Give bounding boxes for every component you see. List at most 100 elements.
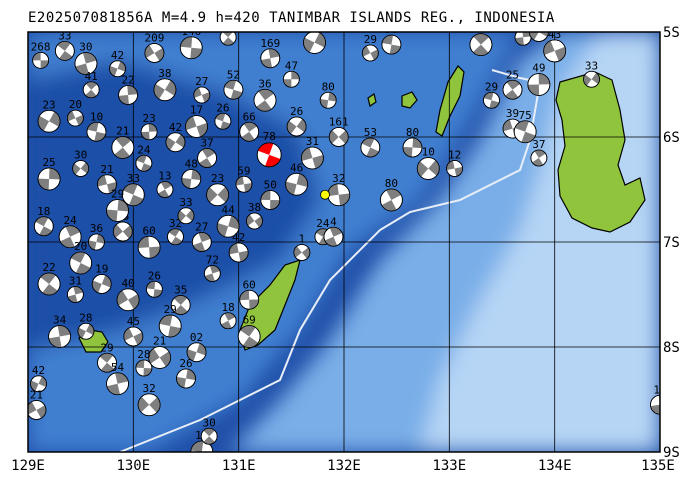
mechanism-beachball [137,393,161,417]
mechanism-beachball [239,121,260,142]
mechanism-beachball [91,274,112,294]
tick-lon-135e: 135E [641,458,675,474]
mechanism-beachball [219,312,237,330]
kai-island-small [401,91,418,109]
mechanism-beachball [106,199,129,222]
mechanism-beachball [469,33,493,56]
event-depth-label: 10 [422,146,435,159]
mechanism-beachball [193,86,211,104]
main-event-beachball [256,142,282,168]
event-depth-label: 25 [506,68,519,81]
mechanism-beachball [285,172,309,196]
tick-lon-132e: 132E [327,458,361,474]
event-depth-label: 31 [306,135,319,148]
event-depth-label: 17 [190,104,203,117]
event-depth-label: 69 [222,17,235,30]
event-depth-label: 12 [448,149,461,162]
event-depth-label: 23 [42,98,55,111]
event-depth-label: 25 [42,156,55,169]
event-depth-label: 26 [148,269,161,282]
event-depth-label: 26 [179,357,192,370]
mechanism-beachball [483,91,500,109]
event-depth-label: 24 [316,217,330,230]
tick-lat-7s: 7S [663,235,680,251]
mechanism-beachball [37,272,61,296]
main-event-depth-label: 78 [263,130,276,143]
event-depth-label: 24 [64,214,78,227]
mechanism-beachball [181,169,202,189]
event-depth-label: 53 [364,126,377,139]
mechanism-beachball [446,160,464,177]
mechanism-beachball [69,251,93,275]
event-depth-label: 33 [58,29,71,42]
mechanism-beachball [72,160,90,177]
mechanism-beachball [28,400,47,420]
mechanism-beachball [140,123,158,141]
event-depth-label: 69 [243,314,256,327]
event-depth-label: 18 [37,205,50,218]
mechanism-beachball [177,207,195,225]
event-depth-label: 80 [406,126,419,139]
event-depth-label: 24 [137,143,151,156]
mechanism-beachball [327,183,351,207]
event-depth-label: 22 [121,74,134,87]
mechanism-beachball [135,359,153,377]
tick-lon-131e: 131E [222,458,256,474]
mechanism-beachball [381,34,402,55]
tick-lat-5s: 5S [663,25,680,41]
event-depth-label: 72 [206,254,219,267]
event-depth-label: 39 [506,107,519,120]
event-depth-label: 32 [332,172,345,185]
event-depth-label: 15 [653,383,666,396]
mechanism-beachball [165,132,186,153]
event-depth-label: 75 [519,109,532,122]
tick-lon-134e: 134E [538,458,572,474]
mechanism-beachball [197,148,217,168]
mechanism-beachball [650,394,660,415]
mechanism-beachball [144,43,165,63]
event-depth-label: 54 [111,361,125,374]
event-depth-label: 52 [227,68,240,81]
mechanism-beachball [203,265,221,282]
mechanism-beachball [116,288,140,312]
event-depth-label: 22 [42,261,55,274]
mechanism-beachball [260,48,281,69]
mechanism-beachball [543,39,567,63]
mechanism-beachball [48,325,71,348]
mechanism-beachball [191,232,212,252]
mechanism-beachball [167,228,184,246]
event-depth-label: 45 [127,315,140,328]
event-depth-label: 23 [143,112,156,125]
event-depth-label: 21 [100,163,113,176]
mechanism-beachball [416,157,440,180]
mechanism-beachball [54,41,75,61]
mechanism-beachball [513,120,537,144]
mechanism-beachball [123,326,144,347]
mechanism-beachball [200,427,218,445]
event-depth-label: 02 [190,331,203,344]
event-depth-label: 66 [243,110,256,123]
mechanism-beachball [286,116,307,137]
mechanism-beachball [176,368,196,389]
mechanism-beachball [145,280,163,298]
event-depth-label: 42 [111,49,124,62]
event-depth-label: 20 [74,240,87,253]
mechanism-beachball [527,73,551,96]
event-depth-label: 32 [143,382,156,395]
mechanism-beachball [502,79,523,100]
event-depth-label: 31 [69,275,82,288]
mechanism-beachball [303,32,326,54]
mechanism-beachball [179,36,203,60]
event-depth-label: 48 [185,158,198,171]
event-depth-label: 146 [181,25,201,38]
mechanism-beachball [112,221,133,242]
mechanism-beachball [97,352,117,373]
mechanism-beachball [361,44,379,62]
mechanism-beachball [360,137,381,158]
event-depth-label: 38 [248,201,261,214]
event-depth-label: 38 [158,67,171,80]
event-depth-label: 27 [195,75,208,88]
event-depth-label: 29 [485,80,498,93]
mechanism-beachball [135,154,153,172]
